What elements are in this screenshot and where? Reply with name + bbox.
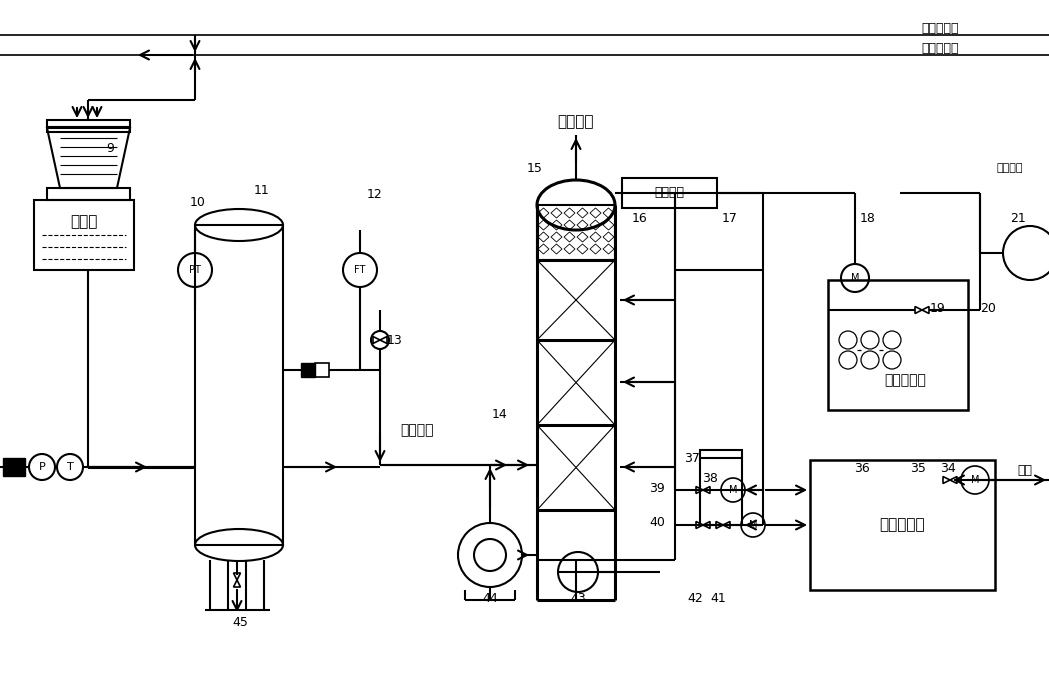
Text: 17: 17 — [722, 211, 737, 225]
Text: 42: 42 — [687, 592, 703, 605]
Text: 9: 9 — [106, 141, 114, 155]
Text: T: T — [67, 462, 73, 472]
Bar — [47, 188, 130, 200]
Bar — [301, 363, 315, 377]
Text: 13: 13 — [387, 333, 403, 346]
Text: 16: 16 — [633, 211, 648, 225]
Bar — [810, 460, 996, 590]
Bar — [537, 340, 615, 425]
Text: 44: 44 — [483, 592, 498, 605]
Text: M: M — [970, 475, 980, 485]
Text: 循環水: 循環水 — [70, 214, 98, 230]
Text: 19: 19 — [930, 302, 946, 314]
Text: 冷卻水供应: 冷卻水供应 — [921, 22, 959, 34]
Text: M: M — [749, 520, 757, 530]
Text: 新鮮空氣: 新鮮空氣 — [400, 423, 433, 437]
Text: 20: 20 — [980, 302, 996, 314]
Bar — [537, 205, 615, 260]
Text: 45: 45 — [232, 615, 248, 629]
Text: 11: 11 — [254, 183, 270, 197]
Bar — [622, 178, 718, 208]
Text: 10: 10 — [190, 195, 206, 209]
Bar — [537, 425, 615, 510]
Text: 原始吸收液: 原始吸收液 — [884, 373, 926, 387]
Text: 36: 36 — [854, 461, 870, 475]
Bar — [3, 458, 25, 476]
Text: 41: 41 — [710, 592, 726, 605]
Text: 21: 21 — [1010, 211, 1026, 225]
Text: 39: 39 — [649, 482, 665, 494]
Bar — [700, 450, 742, 525]
Text: 硫酸銨溶液: 硫酸銨溶液 — [879, 517, 925, 533]
Text: 40: 40 — [649, 517, 665, 529]
Text: 無蒸: 無蒸 — [1018, 463, 1032, 477]
Bar — [34, 200, 134, 270]
Text: 冷卻水返: 冷卻水返 — [997, 163, 1023, 173]
Text: 18: 18 — [860, 211, 876, 225]
Bar — [195, 225, 283, 545]
Text: M: M — [851, 273, 859, 283]
Bar — [537, 260, 615, 340]
Text: 34: 34 — [940, 461, 956, 475]
Text: 氨氣檢測: 氨氣檢測 — [654, 186, 684, 200]
Text: 高空排放: 高空排放 — [558, 115, 594, 130]
Text: 35: 35 — [911, 461, 926, 475]
Text: 12: 12 — [367, 188, 383, 202]
Text: 15: 15 — [527, 162, 543, 174]
Text: 14: 14 — [492, 409, 508, 421]
Text: 37: 37 — [684, 452, 700, 465]
Bar — [828, 280, 968, 410]
Text: P: P — [39, 462, 45, 472]
Bar — [315, 363, 329, 377]
Bar — [47, 120, 130, 132]
Text: M: M — [729, 485, 737, 495]
Text: 38: 38 — [702, 472, 718, 484]
Text: PT: PT — [189, 265, 201, 275]
Text: 43: 43 — [570, 592, 586, 605]
Text: 冷卻水返回: 冷卻水返回 — [921, 41, 959, 55]
Text: FT: FT — [355, 265, 366, 275]
